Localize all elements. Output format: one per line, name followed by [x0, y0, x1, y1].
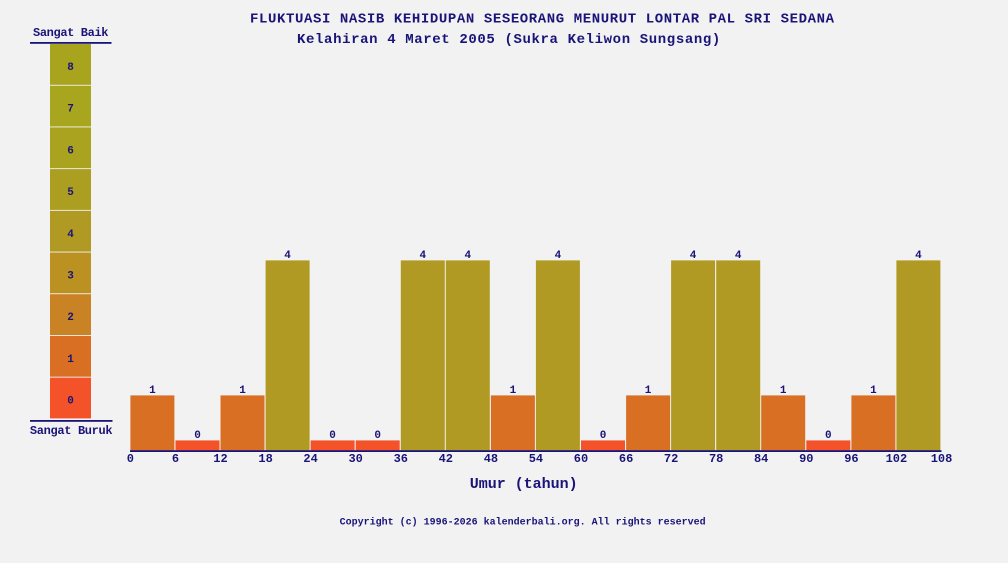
- svg-text:36: 36: [394, 452, 408, 466]
- svg-text:0: 0: [825, 430, 832, 442]
- svg-text:0: 0: [67, 396, 74, 408]
- svg-text:5: 5: [67, 187, 74, 199]
- svg-text:1: 1: [67, 354, 74, 366]
- svg-text:42: 42: [439, 452, 453, 466]
- svg-text:6: 6: [172, 452, 179, 466]
- svg-text:Umur (tahun): Umur (tahun): [470, 476, 578, 493]
- svg-text:90: 90: [799, 452, 813, 466]
- svg-text:4: 4: [67, 229, 74, 241]
- svg-text:4: 4: [284, 250, 291, 262]
- svg-text:72: 72: [664, 452, 678, 466]
- svg-text:0: 0: [329, 430, 336, 442]
- svg-text:1: 1: [780, 385, 787, 397]
- svg-text:18: 18: [258, 452, 272, 466]
- svg-text:1: 1: [239, 385, 246, 397]
- svg-text:1: 1: [645, 385, 652, 397]
- svg-text:4: 4: [464, 250, 471, 262]
- svg-text:0: 0: [600, 430, 607, 442]
- svg-text:4: 4: [915, 250, 922, 262]
- svg-text:3: 3: [67, 271, 74, 283]
- svg-text:0: 0: [194, 430, 201, 442]
- svg-text:60: 60: [574, 452, 588, 466]
- svg-text:66: 66: [619, 452, 633, 466]
- svg-text:4: 4: [555, 250, 562, 262]
- svg-text:12: 12: [213, 452, 227, 466]
- svg-text:78: 78: [709, 452, 723, 466]
- svg-text:FLUKTUASI NASIB KEHIDUPAN SESE: FLUKTUASI NASIB KEHIDUPAN SESEORANG MENU…: [250, 12, 835, 28]
- svg-text:7: 7: [67, 104, 74, 116]
- svg-text:24: 24: [303, 452, 317, 466]
- svg-text:1: 1: [870, 385, 877, 397]
- svg-text:84: 84: [754, 452, 768, 466]
- svg-text:6: 6: [67, 145, 74, 157]
- svg-text:Sangat Buruk: Sangat Buruk: [30, 424, 113, 438]
- svg-text:96: 96: [844, 452, 858, 466]
- svg-text:1: 1: [510, 385, 517, 397]
- svg-text:54: 54: [529, 452, 543, 466]
- svg-text:8: 8: [67, 62, 74, 74]
- svg-text:1: 1: [149, 385, 156, 397]
- svg-text:4: 4: [690, 250, 697, 262]
- svg-text:48: 48: [484, 452, 498, 466]
- svg-text:102: 102: [886, 452, 908, 466]
- svg-text:Kelahiran 4 Maret 2005 (Sukra: Kelahiran 4 Maret 2005 (Sukra Keliwon Su…: [297, 32, 720, 48]
- svg-text:0: 0: [374, 430, 381, 442]
- svg-text:108: 108: [931, 452, 953, 466]
- svg-text:Sangat Baik: Sangat Baik: [33, 26, 109, 40]
- svg-text:30: 30: [348, 452, 362, 466]
- svg-text:Copyright (c) 1996-2026 kalend: Copyright (c) 1996-2026 kalenderbali.org…: [340, 516, 706, 528]
- svg-text:4: 4: [419, 250, 426, 262]
- svg-text:2: 2: [67, 312, 74, 324]
- svg-text:0: 0: [127, 452, 134, 466]
- svg-text:4: 4: [735, 250, 742, 262]
